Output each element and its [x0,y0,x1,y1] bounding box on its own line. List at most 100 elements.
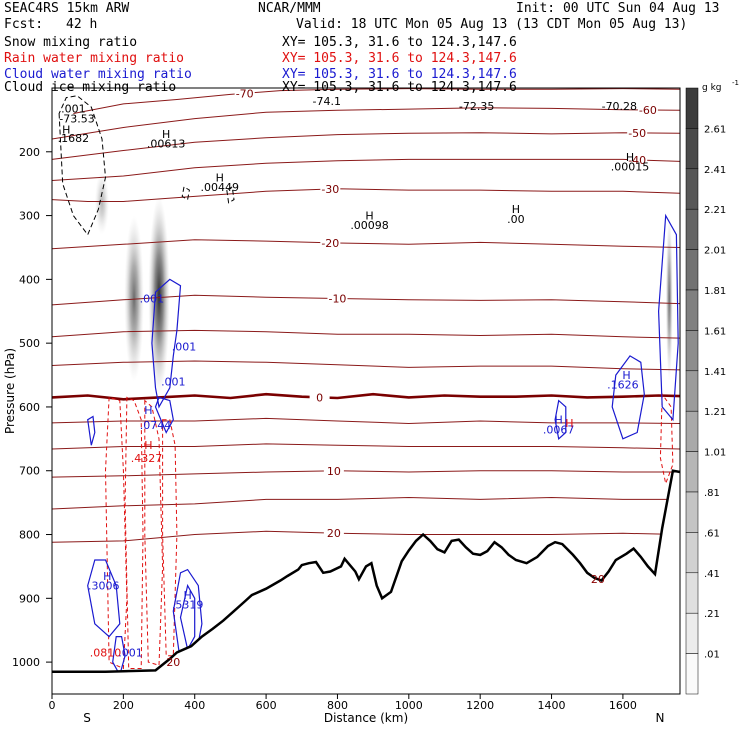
isotherm-label: 0 [316,391,323,404]
colorbar-cell [685,532,699,574]
x-tick-label: 800 [327,699,348,712]
annotation-label: .001 [61,102,86,115]
cloud-water-contour [554,399,567,440]
y-tick-label: 400 [19,273,40,286]
isotherm-label-bg [627,153,648,166]
colorbar-label: 1.41 [704,367,726,378]
snow-shading [94,170,673,395]
annotation-label: H [62,123,70,136]
isotherm-line [51,239,681,250]
isotherm-label-bg [327,292,348,305]
isotherm-line [51,158,681,181]
annotation-label: .00449 [200,181,239,194]
colorbar-cell [685,87,699,129]
colorbar-unit: g kg [702,83,722,93]
colorbar-label: 2.61 [704,124,726,135]
annotation-label: H [162,128,170,141]
annotation-label: .0810 [90,647,122,660]
colorbar-cell [685,572,699,614]
rain-contour [162,419,178,657]
annotation-label: H [626,151,634,164]
annotation-label: H [183,589,191,602]
annotation-label: .001 [140,293,165,306]
isotherm-label: -70 [236,87,254,100]
colorbar-label: 1.01 [704,448,726,459]
y-tick-label: 800 [19,529,40,542]
isotherm-line [73,88,681,114]
snow-blob [94,170,110,235]
field-xy-snow: XY= 105.3, 31.6 to 124.3,147.6 [282,35,517,50]
isotherm-line [51,107,681,140]
y-tick-label: 1000 [12,656,40,669]
colorbar-label: .41 [704,569,720,580]
annotation-label: -73.53 [59,113,94,126]
cloud-water-contour [154,396,174,434]
cloud-water-contour [87,415,96,446]
snow-blob [124,215,144,382]
north-label: N [656,711,665,725]
annotation-label: .0067 [543,423,575,436]
isotherm-label-bg [234,87,255,100]
cloud-water-contour [611,355,645,440]
rain-contour [144,399,164,666]
colorbar-cell [685,208,699,250]
isotherm-label: 20 [327,527,341,540]
field-name-snow: Snow mixing ratio [4,35,138,50]
isotherm-line [51,360,681,371]
annotations: H.1682.001-73.53H.00613H.00449H.00098H.0… [58,95,650,669]
cloud-water-contour [112,636,126,677]
y-tick-label: 200 [19,146,40,159]
isotherm-line [51,496,680,510]
isotherm-label: -20 [321,237,339,250]
y-tick-label: 600 [19,401,40,414]
y-tick-label: 700 [19,465,40,478]
x-tick-label: 1600 [609,699,637,712]
annotation-label: .3006 [88,580,120,593]
annotation-label: .00 [507,213,525,226]
cloud-ice-contour [226,186,235,204]
isotherm-label-bg [637,103,658,116]
plot-frame [51,87,681,695]
annotation-label: .00613 [147,137,186,150]
terrain [52,469,681,694]
colorbar: 2.61 2.41 2.21 2.01 1.81 1.61 1.41 1.21 1.01 .81.… [685,79,739,695]
cloud-water-contour [87,559,121,638]
colorbar-cell [685,249,699,291]
annotation-label: H [555,414,563,427]
colorbar-label: 2.01 [704,246,726,257]
isotherm-line [51,470,680,478]
x-tick-label: 1000 [395,699,423,712]
annotation-label: .4327 [131,452,163,465]
colorbar-label: .61 [704,528,720,539]
field-name-rain: Rain water mixing ratio [4,51,185,66]
isotherm-label: -60 [639,104,657,117]
colorbar-label: 1.61 [704,326,726,337]
isotherm-label-bg [323,527,344,540]
isotherms: -70 -60 -50 -40 -30 -20 -10 0 10 20 [51,87,681,543]
colorbar-cell [685,491,699,533]
colorbar-cell [685,289,699,331]
colorbar-label: 2.21 [704,205,726,216]
valid-time: Valid: 18 UTC Mon 05 Aug 13 (13 CDT Mon … [296,17,688,32]
colorbar-label: 1.21 [704,407,726,418]
colorbar-label: .81 [704,488,720,499]
annotation-label: H [216,171,224,184]
cloud-water-contour [657,213,679,422]
terrain-fill [52,470,680,694]
colorbar-cell [685,451,699,493]
colorbar-label: .21 [704,609,720,620]
isotherm-label: -50 [628,127,646,140]
colorbar-cell [685,653,699,695]
x-tick-label: 0 [49,699,56,712]
x-tick-label: 1400 [538,699,566,712]
colorbar-unit-exponent: -1 [732,79,739,87]
annotation-label: 20 [591,573,605,586]
colorbar-cell [685,410,699,452]
y-tick-label: 900 [19,592,40,605]
annotation-label: .00015 [611,160,650,173]
annotation-label: .1682 [58,132,90,145]
snow-blob [148,196,170,395]
cloud-water-contour [151,278,182,409]
